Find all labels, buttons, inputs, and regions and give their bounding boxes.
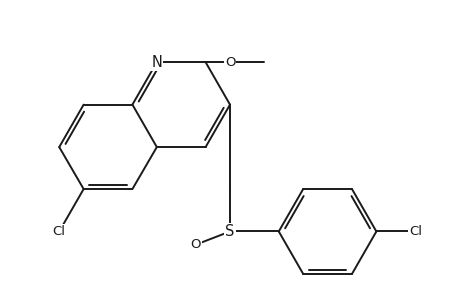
Text: Cl: Cl bbox=[53, 225, 66, 238]
Text: N: N bbox=[151, 55, 162, 70]
Text: O: O bbox=[224, 56, 235, 69]
Text: Cl: Cl bbox=[408, 225, 421, 238]
Text: S: S bbox=[225, 224, 234, 239]
Text: O: O bbox=[190, 238, 201, 251]
